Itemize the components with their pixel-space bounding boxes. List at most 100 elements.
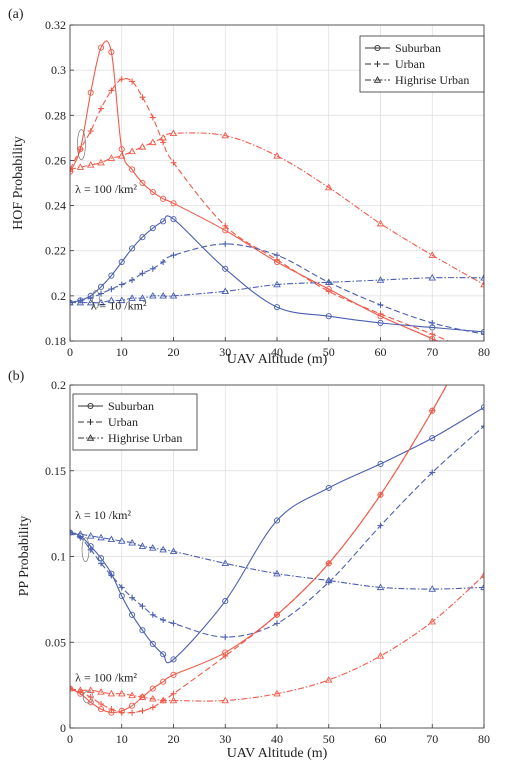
a-point-urban-high <box>98 105 105 112</box>
a-point-suburban-high <box>149 188 156 196</box>
a-point-urban-low <box>98 290 105 297</box>
b-point-suburban-low <box>377 460 384 467</box>
a-line-highrise-urban-low <box>70 277 484 304</box>
b-x-tick-label: 60 <box>375 732 387 746</box>
b-line-urban-low <box>70 425 484 638</box>
b-point-highrise-urban-low <box>107 535 116 543</box>
b-point-highrise-urban-high <box>273 689 281 697</box>
b-y-tick-label: 0.15 <box>45 464 66 478</box>
b-point-highrise-urban-low <box>480 583 484 591</box>
a-annotation-0: λ = 100 /km² <box>75 182 137 196</box>
a-point-urban-low <box>377 301 384 308</box>
a-point-suburban-low <box>108 272 115 279</box>
b-x-tick-label: 20 <box>168 732 180 746</box>
b-x-tick-label: 0 <box>67 732 73 746</box>
a-point-urban-high <box>118 76 125 83</box>
b-point-urban-low <box>325 579 332 586</box>
b-lambda-10-ellipse <box>81 537 90 562</box>
panel-b: (b) 0 10 20 30 40 50 60 70 80 0 0.05 0.1 0.15 0.2 UAV… <box>8 369 490 761</box>
b-point-urban-high <box>87 694 94 701</box>
b-point-suburban-low <box>160 651 167 658</box>
b-point-urban-low <box>170 620 177 627</box>
series-group-b <box>70 385 484 716</box>
a-point-highrise-urban-high <box>76 163 85 170</box>
a-point-highrise-urban-low <box>221 287 230 295</box>
a-point-highrise-urban-low <box>107 296 116 304</box>
b-point-urban-high <box>77 688 84 695</box>
b-point-urban-high <box>139 707 146 714</box>
a-point-highrise-urban-high <box>138 142 147 150</box>
b-point-suburban-high <box>149 685 156 692</box>
a-point-highrise-urban-high <box>273 152 281 159</box>
a-y-tick-label: 0.24 <box>45 199 66 213</box>
a-legend-item-highrise-urban: Highrise Urban <box>365 73 469 87</box>
a-series-suburban-low <box>70 215 484 336</box>
a-y-tick-label: 0.32 <box>45 18 66 32</box>
a-point-highrise-urban-low <box>159 291 167 299</box>
b-point-highrise-urban-high <box>169 696 178 704</box>
b-point-urban-low <box>481 423 484 430</box>
b-point-suburban-low <box>325 484 332 491</box>
b-y-tick-label: 0 <box>60 721 66 735</box>
b-legend-item-suburban: Suburban <box>78 399 154 413</box>
a-point-suburban-low <box>222 265 229 272</box>
a-point-urban-low <box>160 259 167 265</box>
b-point-urban-high <box>118 709 125 716</box>
axes-frame-a <box>69 24 485 342</box>
panel-a-label: (a) <box>8 7 24 22</box>
b-legend-box <box>72 393 198 451</box>
a-point-suburban-high <box>160 195 167 202</box>
b-x-tick-label: 10 <box>116 732 128 746</box>
b-point-suburban-low <box>139 627 146 634</box>
b-point-highrise-urban-low <box>117 537 126 544</box>
b-legend-marker-suburban <box>87 402 94 410</box>
b-point-highrise-urban-low <box>376 583 385 591</box>
a-series-urban-low <box>70 240 484 338</box>
axes-frame-b <box>69 384 485 729</box>
panel-b-label: (b) <box>8 369 25 384</box>
b-point-highrise-urban-low <box>86 532 95 539</box>
a-legend-label-urban: Urban <box>395 57 425 71</box>
b-legend-item-urban: Urban <box>78 415 138 429</box>
a-point-highrise-urban-low <box>97 298 105 306</box>
a-y-tick-label: 0.3 <box>51 63 66 77</box>
a-point-highrise-urban-high <box>169 129 178 137</box>
a-point-urban-high <box>77 146 84 153</box>
a-point-highrise-urban-low <box>480 273 484 281</box>
a-point-highrise-urban-high <box>221 131 230 139</box>
b-point-suburban-high <box>170 671 177 678</box>
b-point-urban-low <box>139 603 146 610</box>
a-y-tick-label: 0.28 <box>45 108 66 122</box>
a-point-suburban-low <box>325 313 332 320</box>
b-point-suburban-low <box>149 640 156 648</box>
a-point-urban-low <box>149 265 156 272</box>
a-x-tick-label: 70 <box>426 345 438 359</box>
b-point-highrise-urban-high <box>86 686 95 693</box>
b-point-highrise-urban-high <box>221 696 230 704</box>
b-point-urban-high <box>222 652 229 659</box>
b-legend-label-suburban: Suburban <box>108 399 154 413</box>
b-point-urban-high <box>325 560 332 567</box>
a-line-highrise-urban-high <box>70 132 484 286</box>
b-line-urban-high <box>70 385 448 714</box>
a-legend-marker-suburban <box>374 44 381 52</box>
a-point-suburban-high <box>129 166 136 173</box>
y-axis-label-b: PP Probability <box>17 516 32 597</box>
b-series-highrise-urban-high <box>70 571 484 704</box>
a-legend-label-highrise-urban: Highrise Urban <box>395 73 469 87</box>
a-legend-label-suburban: Suburban <box>395 41 441 55</box>
b-legend-item-highrise-urban: Highrise Urban <box>78 431 182 445</box>
a-point-urban-high <box>429 331 436 338</box>
a-point-suburban-high <box>108 49 115 56</box>
a-point-suburban-low <box>170 216 177 223</box>
b-point-highrise-urban-high <box>128 691 136 699</box>
annotations-a: λ = 100 /km² λ = 10 /km² <box>75 129 147 312</box>
a-point-highrise-urban-high <box>376 219 385 227</box>
b-y-tick-label: 0.1 <box>51 550 66 564</box>
a-point-highrise-urban-high <box>324 183 333 191</box>
a-point-suburban-high <box>481 361 486 366</box>
a-point-highrise-urban-high <box>107 154 116 161</box>
a-point-suburban-high <box>170 200 177 207</box>
b-point-highrise-urban-high <box>428 617 437 625</box>
x-axis-label-a: UAV Altitude (m) <box>227 352 328 367</box>
